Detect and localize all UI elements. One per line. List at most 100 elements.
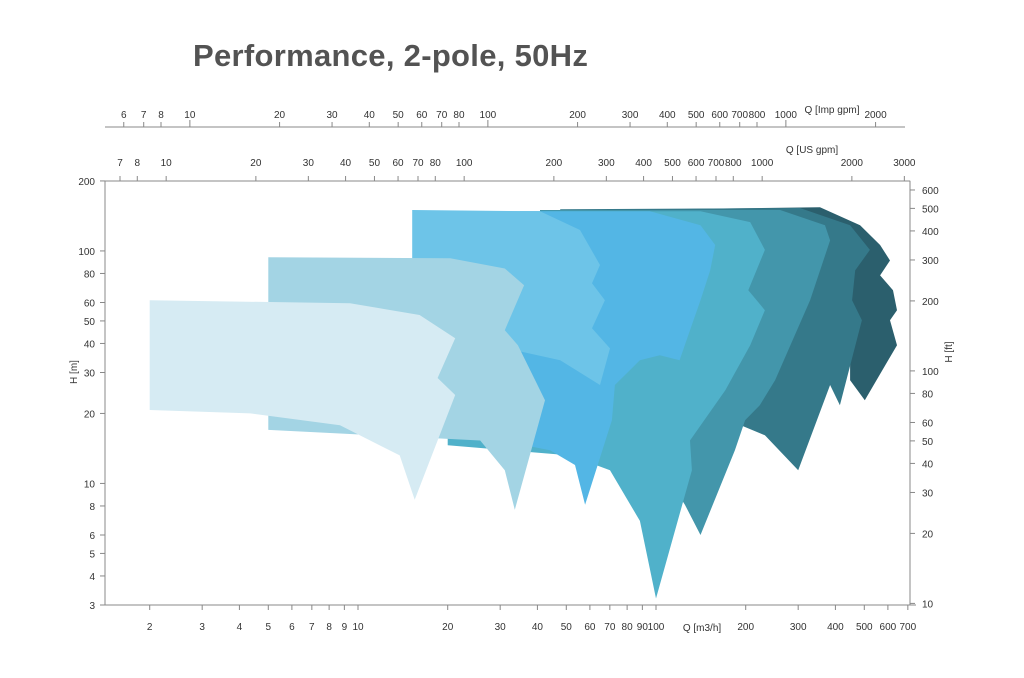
- y-tick-label-m: 80: [84, 269, 96, 280]
- us-gpm-tick-label: 2000: [841, 158, 864, 169]
- x-tick-label: 8: [326, 622, 332, 633]
- x-tick-label: 90: [637, 622, 649, 633]
- x-tick-label: 700: [899, 622, 916, 633]
- x-tick-label: 30: [495, 622, 507, 633]
- x-tick-label: 40: [532, 622, 544, 633]
- imp-gpm-tick-label: 2000: [864, 110, 887, 121]
- us-gpm-tick-label: 400: [635, 158, 652, 169]
- imp-gpm-tick-label: 700: [731, 110, 748, 121]
- y-tick-label-ft: 50: [922, 437, 934, 448]
- x-tick-label: 20: [442, 622, 454, 633]
- y-tick-label-m: 200: [78, 177, 95, 188]
- y-tick-label-ft: 300: [922, 256, 939, 267]
- us-gpm-axis-label: Q [US gpm]: [786, 145, 838, 156]
- x-tick-label: 200: [737, 622, 754, 633]
- y-tick-label-ft: 80: [922, 389, 934, 400]
- us-gpm-tick-label: 600: [688, 158, 705, 169]
- imp-gpm-tick-label: 8: [158, 110, 164, 121]
- y-axis-label-left: H [m]: [69, 360, 80, 384]
- us-gpm-tick-label: 3000: [893, 158, 916, 169]
- y-tick-label-m: 6: [89, 531, 95, 542]
- us-gpm-tick-label: 200: [546, 158, 563, 169]
- imp-gpm-tick-label: 60: [416, 110, 428, 121]
- us-gpm-tick-label: 300: [598, 158, 615, 169]
- y-tick-label-m: 4: [89, 572, 95, 583]
- us-gpm-tick-label: 60: [392, 158, 404, 169]
- us-gpm-tick-label: 10: [161, 158, 173, 169]
- imp-gpm-tick-label: 10: [184, 110, 196, 121]
- x-axis-label: Q [m3/h]: [683, 623, 722, 634]
- us-gpm-tick-label: 8: [135, 158, 141, 169]
- y-tick-label-ft: 60: [922, 418, 934, 429]
- y-tick-label-m: 3: [89, 601, 95, 612]
- us-gpm-tick-label: 700: [708, 158, 725, 169]
- us-gpm-tick-label: 500: [664, 158, 681, 169]
- imp-gpm-tick-label: 200: [569, 110, 586, 121]
- y-tick-label-ft: 20: [922, 529, 934, 540]
- y-tick-label-m: 60: [84, 299, 96, 310]
- y-tick-label-m: 40: [84, 339, 96, 350]
- us-gpm-tick-label: 1000: [751, 158, 774, 169]
- performance-area-range-2: [149, 300, 456, 500]
- y-tick-label-ft: 10: [922, 599, 934, 610]
- x-tick-label: 70: [604, 622, 616, 633]
- imp-gpm-tick-label: 50: [393, 110, 405, 121]
- x-tick-label: 5: [266, 622, 272, 633]
- imp-gpm-tick-label: 300: [622, 110, 639, 121]
- us-gpm-tick-label: 100: [456, 158, 473, 169]
- us-gpm-tick-label: 800: [725, 158, 742, 169]
- x-tick-label: 500: [856, 622, 873, 633]
- y-tick-label-ft: 400: [922, 227, 939, 238]
- y-tick-label-ft: 200: [922, 297, 939, 308]
- x-tick-label: 9: [342, 622, 348, 633]
- imp-gpm-tick-label: 80: [453, 110, 465, 121]
- x-tick-label: 2: [147, 622, 153, 633]
- imp-gpm-tick-label: 1000: [775, 110, 798, 121]
- imp-gpm-tick-label: 70: [436, 110, 448, 121]
- x-tick-label: 3: [199, 622, 205, 633]
- imp-gpm-tick-label: 30: [326, 110, 338, 121]
- y-tick-label-ft: 100: [922, 367, 939, 378]
- us-gpm-tick-label: 40: [340, 158, 352, 169]
- y-tick-label-ft: 40: [922, 459, 934, 470]
- y-tick-label-m: 30: [84, 369, 96, 380]
- imp-gpm-axis-label: Q [Imp gpm]: [804, 105, 859, 116]
- y-tick-label-ft: 600: [922, 186, 939, 197]
- us-gpm-tick-label: 7: [117, 158, 123, 169]
- x-tick-label: 600: [880, 622, 897, 633]
- imp-gpm-tick-label: 20: [274, 110, 286, 121]
- us-gpm-tick-label: 30: [303, 158, 315, 169]
- us-gpm-tick-label: 20: [250, 158, 262, 169]
- x-tick-label: 400: [827, 622, 844, 633]
- y-tick-label-m: 100: [78, 247, 95, 258]
- x-tick-label: 10: [352, 622, 364, 633]
- y-axis-label-right: H [ft]: [944, 341, 955, 362]
- imp-gpm-tick-label: 40: [364, 110, 376, 121]
- y-tick-label-m: 20: [84, 409, 96, 420]
- chart-title: Performance, 2-pole, 50Hz: [193, 38, 589, 73]
- y-tick-label-m: 50: [84, 317, 96, 328]
- us-gpm-tick-label: 50: [369, 158, 381, 169]
- imp-gpm-tick-label: 600: [711, 110, 728, 121]
- x-tick-label: 7: [309, 622, 315, 633]
- x-tick-label: 100: [648, 622, 665, 633]
- imp-gpm-tick-label: 7: [141, 110, 147, 121]
- x-tick-label: 4: [237, 622, 243, 633]
- x-tick-label: 80: [622, 622, 634, 633]
- y-tick-label-m: 10: [84, 479, 96, 490]
- imp-gpm-tick-label: 500: [688, 110, 705, 121]
- y-tick-label-m: 8: [89, 502, 95, 513]
- x-tick-label: 300: [790, 622, 807, 633]
- x-tick-label: 50: [561, 622, 573, 633]
- y-tick-label-ft: 30: [922, 488, 934, 499]
- imp-gpm-tick-label: 400: [659, 110, 676, 121]
- x-tick-label: 60: [584, 622, 596, 633]
- imp-gpm-tick-label: 6: [121, 110, 127, 121]
- y-tick-label-ft: 500: [922, 204, 939, 215]
- us-gpm-tick-label: 70: [412, 158, 424, 169]
- y-tick-label-m: 5: [89, 549, 95, 560]
- x-tick-label: 6: [289, 622, 295, 633]
- imp-gpm-tick-label: 800: [749, 110, 766, 121]
- imp-gpm-tick-label: 100: [480, 110, 497, 121]
